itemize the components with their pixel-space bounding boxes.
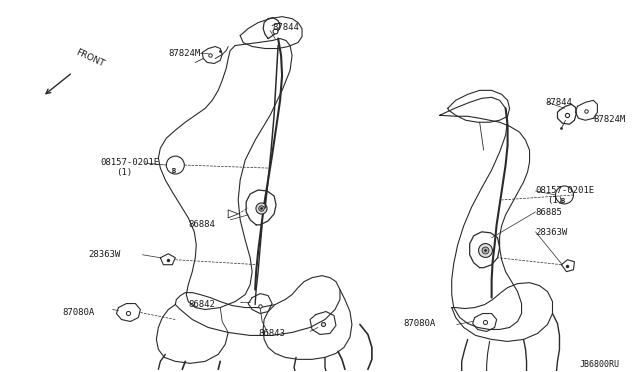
Text: 87824M: 87824M xyxy=(168,48,200,58)
Text: 87844: 87844 xyxy=(272,23,299,32)
Text: B: B xyxy=(171,168,175,174)
Text: 86842: 86842 xyxy=(188,299,215,309)
Text: (1): (1) xyxy=(547,196,564,205)
Text: 08157-0201E: 08157-0201E xyxy=(536,186,595,195)
Text: FRONT: FRONT xyxy=(74,47,106,68)
Text: 86843: 86843 xyxy=(258,330,285,339)
Text: B: B xyxy=(561,198,564,204)
Text: (1): (1) xyxy=(116,168,132,177)
Text: 08157-0201E: 08157-0201E xyxy=(100,158,159,167)
Text: 87824M: 87824M xyxy=(593,115,626,124)
Text: JB6800RU: JB6800RU xyxy=(579,360,620,369)
Text: 86885: 86885 xyxy=(536,208,563,217)
Text: 28363W: 28363W xyxy=(88,250,121,259)
Text: 28363W: 28363W xyxy=(536,228,568,237)
Text: 87844: 87844 xyxy=(545,98,572,108)
Text: 87080A: 87080A xyxy=(63,308,95,317)
Text: 86884: 86884 xyxy=(188,220,215,229)
Text: 87080A: 87080A xyxy=(404,320,436,328)
